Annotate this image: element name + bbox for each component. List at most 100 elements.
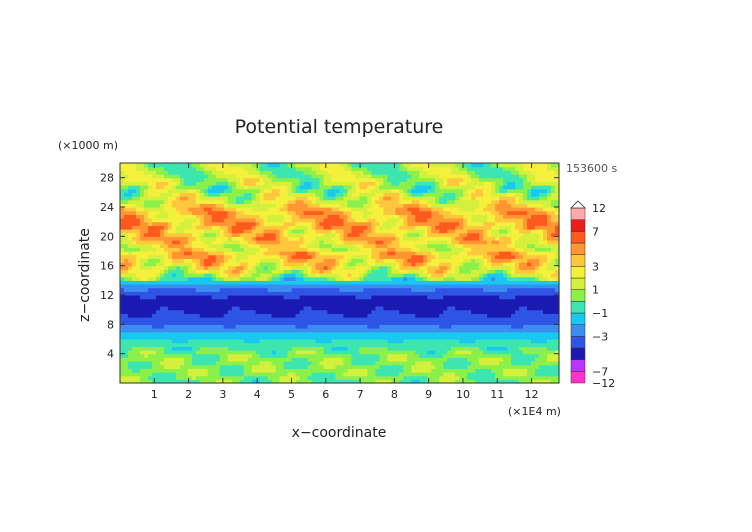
- heatmap-cell: [511, 353, 516, 358]
- heatmap-cell: [291, 240, 297, 245]
- heatmap-cell: [191, 309, 197, 314]
- heatmap-cell: [355, 218, 361, 223]
- heatmap-cell: [219, 331, 225, 336]
- heatmap-cell: [335, 273, 341, 278]
- heatmap-cell: [483, 287, 488, 292]
- heatmap-cell: [231, 251, 237, 256]
- heatmap-cell: [527, 295, 532, 300]
- heatmap-cell: [335, 262, 341, 267]
- heatmap-cell: [435, 254, 440, 259]
- heatmap-cell: [167, 262, 173, 267]
- heatmap-cell: [519, 368, 524, 373]
- heatmap-cell: [443, 379, 448, 384]
- heatmap-cell: [251, 364, 257, 369]
- heatmap-cell: [487, 243, 492, 248]
- heatmap-cell: [207, 353, 213, 358]
- heatmap-cell: [163, 361, 169, 366]
- heatmap-cell: [187, 251, 193, 256]
- heatmap-cell: [375, 254, 381, 259]
- heatmap-cell: [299, 269, 305, 274]
- heatmap-cell: [199, 313, 205, 318]
- heatmap-cell: [491, 331, 496, 336]
- heatmap-cell: [179, 324, 185, 329]
- heatmap-cell: [135, 229, 141, 234]
- heatmap-cell: [351, 269, 357, 274]
- heatmap-cell: [507, 232, 512, 237]
- heatmap-cell: [451, 276, 456, 281]
- heatmap-cell: [311, 251, 317, 256]
- heatmap-cell: [299, 379, 305, 384]
- heatmap-cell: [319, 350, 325, 355]
- heatmap-cell: [471, 280, 476, 285]
- heatmap-cell: [391, 364, 396, 369]
- heatmap-cell: [391, 225, 396, 230]
- heatmap-cell: [283, 368, 289, 373]
- heatmap-cell: [143, 353, 149, 358]
- heatmap-cell: [415, 240, 420, 245]
- heatmap-cell: [359, 276, 365, 281]
- heatmap-cell: [443, 258, 448, 263]
- heatmap-cell: [187, 262, 193, 267]
- heatmap-cell: [339, 335, 345, 340]
- heatmap-cell: [199, 335, 205, 340]
- heatmap-cell: [379, 309, 384, 314]
- heatmap-cell: [259, 298, 265, 303]
- heatmap-cell: [175, 291, 181, 296]
- heatmap-cell: [231, 302, 237, 307]
- heatmap-cell: [387, 276, 392, 281]
- heatmap-cell: [427, 350, 432, 355]
- heatmap-cell: [219, 306, 225, 311]
- heatmap-cell: [519, 280, 524, 285]
- heatmap-cell: [507, 251, 512, 256]
- heatmap-cell: [319, 291, 325, 296]
- heatmap-cell: [219, 291, 225, 296]
- heatmap-cell: [327, 368, 333, 373]
- heatmap-cell: [527, 331, 532, 336]
- heatmap-cell: [439, 342, 444, 347]
- heatmap-cell: [243, 346, 249, 351]
- heatmap-cell: [139, 313, 145, 318]
- heatmap-cell: [287, 258, 293, 263]
- heatmap-cell: [435, 284, 440, 289]
- heatmap-cell: [143, 262, 149, 267]
- heatmap-cell: [391, 324, 396, 329]
- heatmap-cell: [291, 280, 297, 285]
- heatmap-cell: [263, 375, 269, 380]
- heatmap-cell: [351, 317, 357, 322]
- heatmap-cell: [499, 221, 504, 226]
- heatmap-cell: [143, 364, 149, 369]
- heatmap-cell: [343, 361, 349, 366]
- heatmap-cell: [323, 324, 329, 329]
- heatmap-cell: [155, 262, 161, 267]
- heatmap-cell: [167, 258, 173, 263]
- heatmap-cell: [327, 291, 333, 296]
- heatmap-cell: [251, 214, 257, 219]
- heatmap-cell: [120, 313, 125, 318]
- heatmap-cell: [279, 254, 285, 259]
- heatmap-cell: [255, 357, 261, 362]
- heatmap-cell: [315, 247, 321, 252]
- heatmap-cell: [407, 284, 412, 289]
- heatmap-cell: [459, 265, 464, 270]
- heatmap-cell: [507, 317, 512, 322]
- heatmap-cell: [407, 291, 412, 296]
- heatmap-cell: [535, 361, 540, 366]
- heatmap-cell: [299, 335, 305, 340]
- heatmap-cell: [355, 379, 361, 384]
- heatmap-cell: [399, 280, 404, 285]
- heatmap-cell: [159, 353, 165, 358]
- heatmap-cell: [495, 280, 500, 285]
- heatmap-cell: [479, 287, 484, 292]
- heatmap-cell: [467, 221, 472, 226]
- heatmap-cell: [347, 313, 353, 318]
- heatmap-cell: [207, 229, 213, 234]
- heatmap-cell: [243, 284, 249, 289]
- heatmap-cell: [263, 236, 269, 241]
- heatmap-cell: [375, 258, 381, 263]
- heatmap-cell: [299, 342, 305, 347]
- heatmap-cell: [279, 298, 285, 303]
- heatmap-cell: [395, 331, 400, 336]
- heatmap-cell: [507, 265, 512, 270]
- heatmap-cell: [443, 243, 448, 248]
- heatmap-cell: [143, 291, 149, 296]
